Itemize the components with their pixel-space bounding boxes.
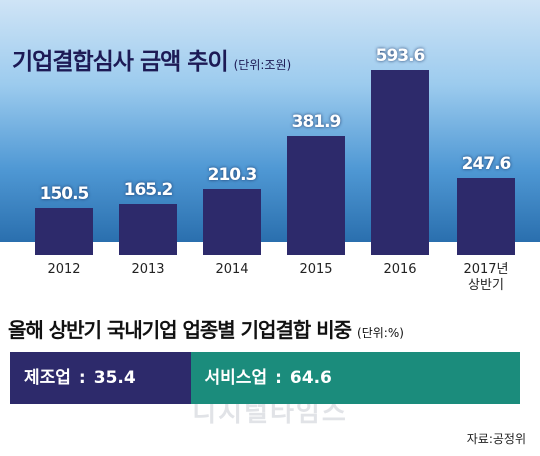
title-text: 올해 상반기 국내기업 업종별 기업결합 비중 (8, 318, 352, 342)
source: 자료:공정위 (466, 432, 526, 446)
x-tick-label: 2015 (299, 262, 333, 277)
value-label: 64.6 (289, 368, 332, 388)
bar (287, 135, 345, 255)
bar (35, 208, 93, 255)
bar (371, 70, 429, 255)
value-label: 165.2 (123, 179, 174, 200)
bar-segment: 제조업:35.4 (10, 352, 191, 404)
bar (119, 203, 177, 255)
separator: : (78, 368, 86, 388)
x-tick-label: 2014 (215, 262, 249, 277)
value-label: 210.3 (207, 165, 258, 186)
legend-label: 제조업 (24, 368, 71, 388)
bar-segment: 서비스업:64.6 (190, 352, 520, 404)
value-label: 150.5 (39, 184, 90, 205)
chart-title: 올해 상반기 국내기업 업종별 기업결합 비중 (단위:%) (8, 314, 404, 343)
value-label: 593.6 (375, 46, 426, 66)
background (0, 0, 540, 242)
x-tick-label: 2012 (47, 262, 81, 277)
x-tick-label: 2017년 상반기 (463, 262, 509, 293)
chart-title: 기업결합심사 금액 추이 (단위:조원) (12, 42, 291, 76)
value-label: 35.4 (93, 368, 136, 388)
value-label: 247.6 (461, 153, 512, 174)
x-tick-label: 2013 (131, 262, 165, 277)
legend-label: 서비스업 (204, 368, 268, 388)
value-label: 381.9 (291, 111, 342, 132)
unit: (단위:%) (357, 326, 404, 340)
bar (457, 177, 515, 255)
bar (203, 189, 261, 255)
x-tick-label: 2016 (383, 262, 417, 277)
unit: (단위:조원) (233, 58, 292, 72)
title-text: 기업결합심사 금액 추이 (12, 49, 229, 75)
separator: : (275, 368, 282, 388)
